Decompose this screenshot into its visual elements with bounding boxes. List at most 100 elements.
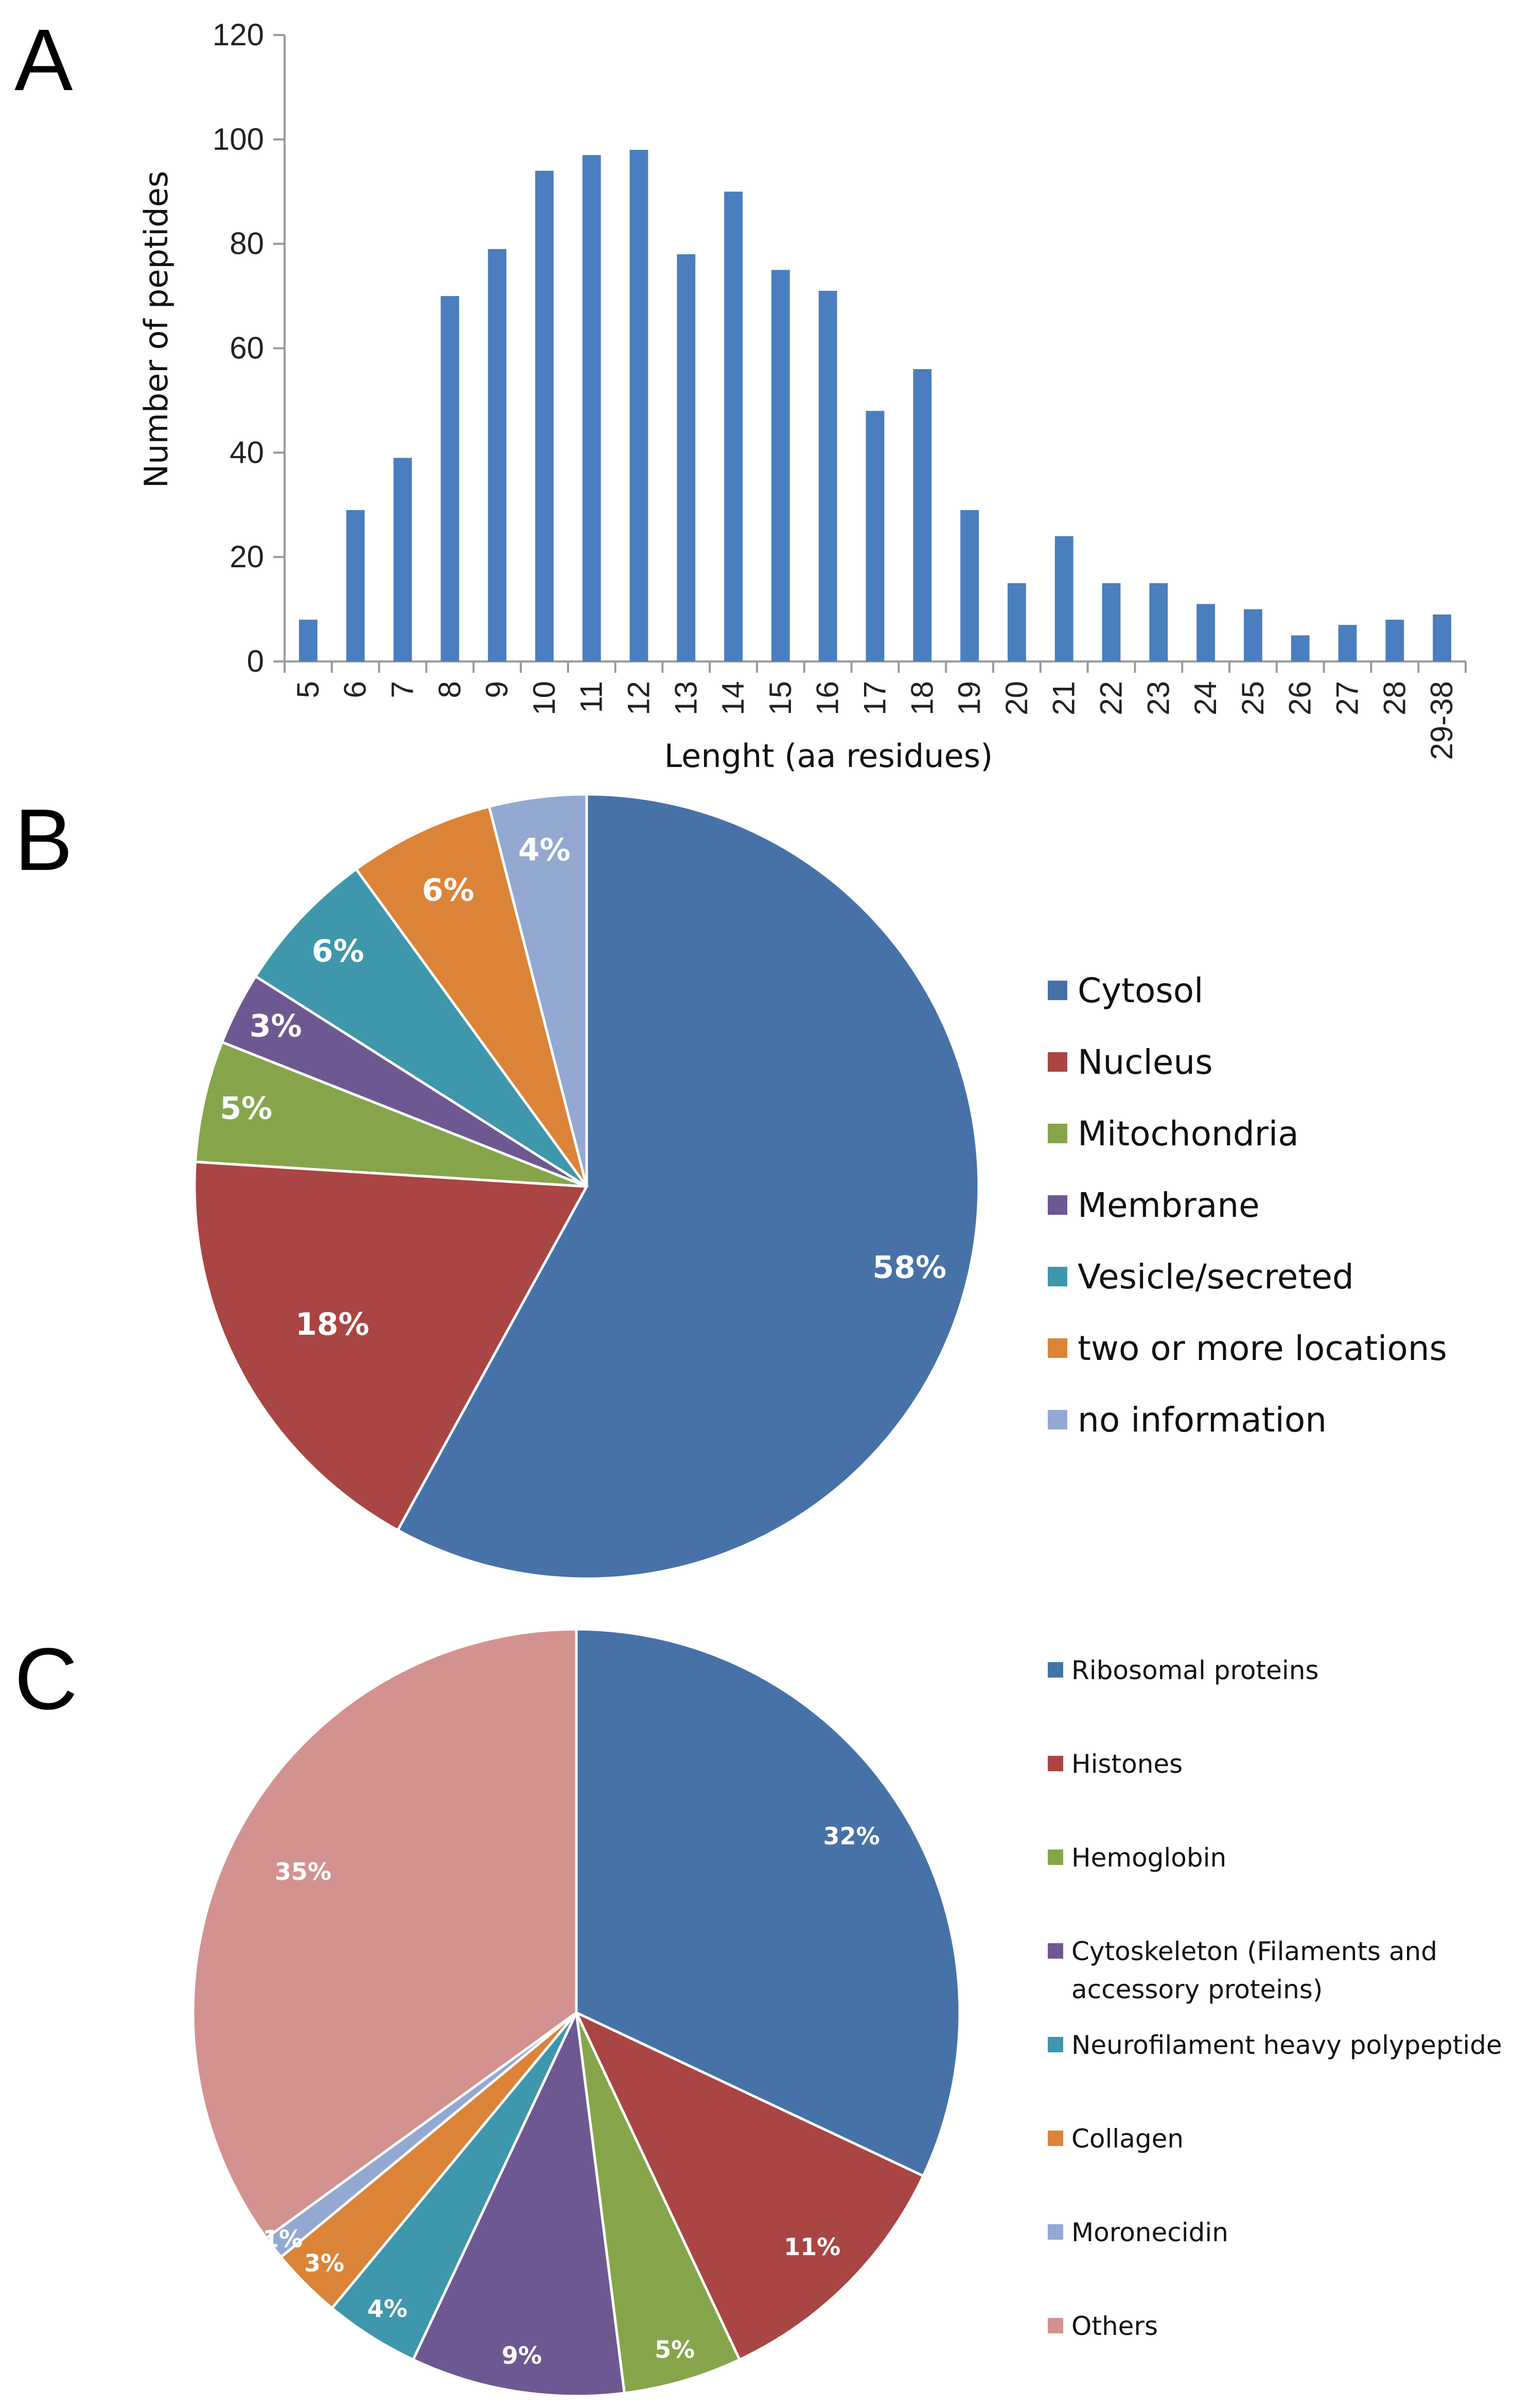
slice-label: 5% <box>220 1091 272 1127</box>
x-tick-labels: 5 6 7 8 9 10 11 12 13 14 15 16 17 18 19 20 21 22 23 24 25 26 2… <box>291 681 1459 760</box>
y-tick-label: 40 <box>230 435 264 469</box>
legend-swatch <box>1048 2037 1063 2052</box>
slice-label: 6% <box>422 872 474 908</box>
bar <box>1291 635 1310 661</box>
legend-swatch <box>1048 2318 1063 2333</box>
pie-slice <box>487 793 588 1187</box>
pie-slice <box>193 1160 589 1532</box>
bar <box>913 369 932 661</box>
bar <box>346 510 365 661</box>
pie-b-legend: Cytosol Nucleus Mitochondria Membrane Vesicl… <box>1048 971 1447 1440</box>
x-tick-label: 18 <box>905 681 939 716</box>
y-tick-label: 120 <box>213 18 264 52</box>
bar <box>1149 583 1168 661</box>
pie-chart-location: 58% 18% 5% 3% 6% 6% 4% Cytosol Nucleus Mitochond… <box>193 793 1447 1580</box>
legend-swatch <box>1048 1338 1067 1358</box>
legend-label: Ribosomal proteins <box>1071 1655 1319 1685</box>
slice-label: 1% <box>262 2225 303 2253</box>
bar <box>298 619 318 661</box>
legend-label: no information <box>1078 1400 1327 1440</box>
x-tick-label: 20 <box>999 681 1034 716</box>
x-tick-label: 10 <box>527 681 561 716</box>
x-tick-label: 23 <box>1141 681 1175 716</box>
legend-label: Hemoglobin <box>1071 1843 1226 1873</box>
legend-swatch <box>1048 1849 1063 1865</box>
pie-b-slices <box>193 793 980 1580</box>
legend-label: Nucleus <box>1078 1042 1213 1082</box>
pie-b-slice-labels: 58% 18% 5% 3% 6% 6% 4% <box>220 832 946 1342</box>
slice-label: 6% <box>312 933 364 969</box>
panel-letter-c: C <box>14 1630 78 1728</box>
legend-swatch <box>1048 1662 1063 1678</box>
slice-label: 3% <box>304 2249 344 2277</box>
slice-label: 3% <box>250 1008 302 1044</box>
y-tick-label: 60 <box>230 331 264 365</box>
slice-label: 9% <box>502 2342 542 2369</box>
bar <box>771 270 790 661</box>
pie-c-slice-labels: 32% 11% 5% 9% 4% 3%1% 35% <box>262 1822 880 2369</box>
pie-slice <box>354 805 588 1188</box>
bar <box>1196 604 1216 661</box>
pie-slice <box>396 793 980 1580</box>
legend-label: Others <box>1071 2311 1158 2341</box>
legend-label: Moronecidin <box>1071 2218 1228 2247</box>
slice-label: 4% <box>367 2295 408 2323</box>
x-axis-label: Lenght (aa residues) <box>664 737 993 775</box>
slice-label: 18% <box>295 1306 369 1342</box>
x-tick-label: 28 <box>1377 681 1412 716</box>
y-tick-label: 80 <box>230 226 264 261</box>
bar <box>1338 625 1357 661</box>
x-tick-label: 5 <box>291 681 325 698</box>
bar <box>488 249 507 661</box>
bar <box>629 150 648 661</box>
bar <box>818 290 837 661</box>
slice-label: 32% <box>823 1822 880 1850</box>
bar <box>960 510 979 661</box>
bar-chart: 0 20 40 60 80 100 120 5 6 7 8 9 10 11 12 13 14 15 16 17 18 1… <box>137 18 1467 775</box>
x-tick-label: 24 <box>1188 681 1223 716</box>
legend-swatch <box>1048 2224 1063 2240</box>
x-tick-label: 22 <box>1094 681 1129 716</box>
pie-chart-protein-class: 32% 11% 5% 9% 4% 3%1% 35% Ribosomal proteins Hi… <box>191 1628 1502 2398</box>
legend-swatch <box>1048 1267 1067 1286</box>
y-tick-label: 20 <box>230 539 264 574</box>
x-tick-label: 12 <box>622 681 656 716</box>
x-tick-label: 19 <box>952 681 987 716</box>
legend-swatch <box>1048 981 1067 1000</box>
pie-slice <box>193 1040 587 1188</box>
x-tick-label: 17 <box>858 681 892 716</box>
x-tick-label: 26 <box>1283 681 1317 716</box>
x-tick-label: 8 <box>432 681 467 698</box>
x-tick-label: 9 <box>480 681 514 698</box>
bar <box>1243 609 1262 661</box>
bar <box>1385 619 1404 661</box>
x-tick-label: 25 <box>1236 681 1270 716</box>
pie-slice <box>330 2012 578 2362</box>
pie-slice <box>575 2012 742 2395</box>
bar <box>866 411 885 661</box>
pie-slice <box>191 1628 578 2240</box>
panel-letter-a: A <box>14 11 73 109</box>
x-tick-label: 7 <box>385 681 420 698</box>
bar <box>582 155 601 662</box>
x-tick-label: 14 <box>716 681 750 716</box>
pie-c-slices <box>191 1628 961 2398</box>
pie-slice <box>411 2008 626 2398</box>
pie-c-legend: Ribosomal proteins Histones Hemoglobin Cyto… <box>1048 1655 1502 2341</box>
x-tick-label: 29-38 <box>1424 681 1459 760</box>
panel-letter-b: B <box>14 791 73 889</box>
legend-swatch <box>1048 1943 1063 1959</box>
legend-swatch <box>1048 1756 1063 1771</box>
bar-series <box>298 150 1452 662</box>
legend-swatch <box>1048 2131 1063 2146</box>
bar <box>1433 614 1452 661</box>
bar <box>677 254 696 661</box>
legend-swatch <box>1048 1410 1067 1429</box>
bar <box>1054 536 1073 661</box>
slice-label: 35% <box>275 1858 331 1886</box>
x-tick-label: 21 <box>1047 681 1081 716</box>
slice-label: 58% <box>873 1250 947 1286</box>
slice-label: 5% <box>655 2336 695 2364</box>
legend-label: Neurofilament heavy polypeptide <box>1071 2030 1502 2060</box>
